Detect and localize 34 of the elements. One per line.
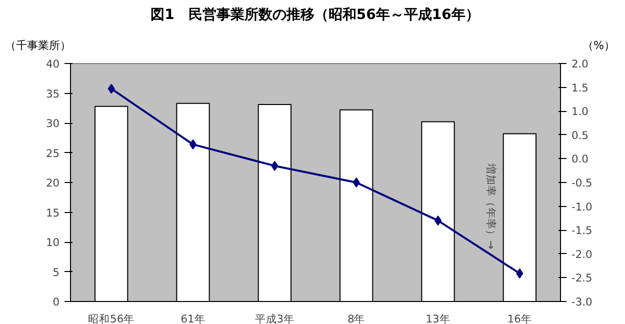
y-tick-label: 25 [46, 146, 60, 160]
y-tick-label: 5 [52, 266, 60, 279]
y2-tick-label: 2.0 [572, 58, 589, 70]
y2-tick-label: -2.5 [572, 272, 592, 285]
x-tick-label: 16年 [507, 312, 532, 324]
point [271, 160, 278, 171]
y-tick-label: 35 [46, 87, 60, 100]
annotation: 増加率（年率）→ [484, 162, 498, 250]
y-tick-label: 30 [46, 117, 60, 130]
y2-tick-label: 1.0 [572, 105, 589, 118]
y-axis-title: （千事業所） [5, 38, 71, 54]
y2-tick-label: -2.0 [572, 248, 593, 261]
y2-tick-label: -0.5 [572, 176, 592, 190]
y2-tick-label: -1.5 [572, 224, 592, 238]
y2-tick-label: 0.0 [572, 152, 589, 166]
y-tick-label: 10 [46, 236, 60, 249]
y2-tick-label: -1.0 [572, 200, 593, 214]
y-tick-label: 0 [52, 296, 60, 308]
y2-tick-label: 1.5 [572, 81, 588, 94]
point [352, 178, 360, 188]
x-tick-label: 13年 [426, 312, 450, 324]
x-tick-label: 平成3年 [254, 312, 295, 324]
x-tick-label: 8年 [347, 312, 366, 324]
y2-tick-label: 0.5 [572, 128, 588, 142]
y-tick-label: 15 [46, 206, 60, 220]
chart-title: 図1 民営事業所数の推移（昭和56年～平成16年） [150, 6, 480, 25]
y2-tick-label: -3.0 [572, 296, 593, 308]
point [108, 84, 115, 94]
y-tick-label: 20 [46, 176, 60, 190]
point [516, 268, 524, 278]
y-tick-label: 40 [46, 58, 60, 70]
y2-axis-title: （%） [582, 38, 615, 54]
x-tick-label: 昭和56年 [88, 312, 135, 324]
x-tick-label: 61年 [180, 312, 206, 324]
